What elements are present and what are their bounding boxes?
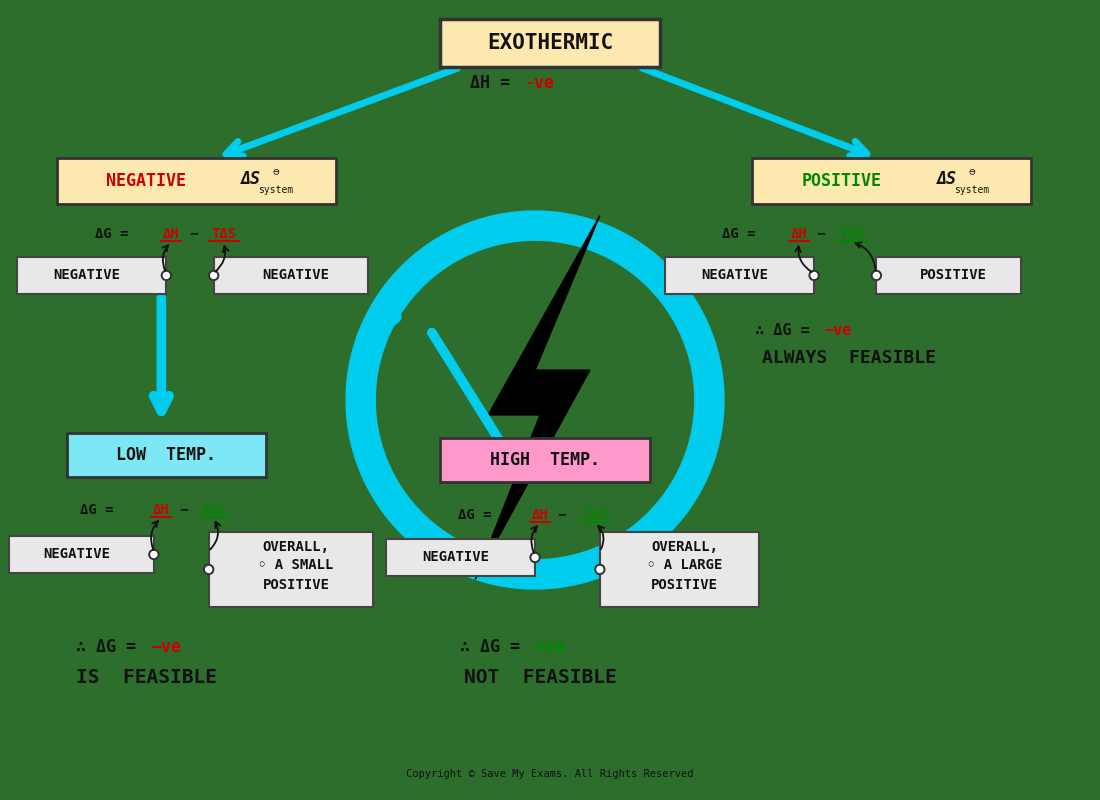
Text: −: − [550, 508, 575, 522]
Text: POSITIVE: POSITIVE [263, 578, 329, 592]
Text: +ve: +ve [535, 638, 565, 656]
Text: NEGATIVE: NEGATIVE [43, 547, 110, 562]
Text: ΔG =: ΔG = [723, 226, 764, 241]
Text: ΔH: ΔH [163, 226, 179, 241]
Text: NOT  FEASIBLE: NOT FEASIBLE [464, 667, 616, 686]
Text: −: − [182, 226, 207, 241]
Circle shape [811, 273, 817, 278]
Text: EXOTHERMIC: EXOTHERMIC [487, 34, 613, 54]
Text: ΔH: ΔH [531, 508, 549, 522]
Circle shape [148, 550, 158, 559]
Text: system: system [258, 185, 294, 194]
Text: ◦ A LARGE: ◦ A LARGE [647, 558, 723, 573]
Circle shape [532, 554, 538, 561]
Circle shape [871, 270, 881, 281]
Text: ∴ ΔG =: ∴ ΔG = [756, 322, 820, 338]
Circle shape [151, 551, 157, 558]
Text: ΔH: ΔH [791, 226, 807, 241]
Text: ΔH =: ΔH = [470, 74, 520, 92]
Text: NEGATIVE: NEGATIVE [701, 269, 768, 282]
FancyBboxPatch shape [10, 535, 154, 574]
FancyBboxPatch shape [209, 532, 373, 606]
Text: −: − [172, 502, 197, 517]
Text: TΔS: TΔS [839, 226, 865, 241]
Text: POSITIVE: POSITIVE [802, 172, 882, 190]
FancyBboxPatch shape [440, 438, 650, 482]
Text: Copyright © Save My Exams. All Rights Reserved: Copyright © Save My Exams. All Rights Re… [406, 769, 694, 778]
Text: −ve: −ve [152, 638, 182, 656]
Text: ∴ ΔG =: ∴ ΔG = [76, 638, 146, 656]
Text: −: − [810, 226, 835, 241]
Text: -ve: -ve [524, 74, 554, 92]
Circle shape [163, 273, 169, 278]
Text: ΔG =: ΔG = [95, 226, 136, 241]
Text: OVERALL,: OVERALL, [263, 541, 329, 554]
FancyBboxPatch shape [440, 19, 660, 67]
FancyBboxPatch shape [213, 257, 368, 294]
Circle shape [211, 273, 217, 278]
Text: ΔG =: ΔG = [79, 502, 121, 517]
Text: ◦ A SMALL: ◦ A SMALL [258, 558, 333, 573]
Text: IS  FEASIBLE: IS FEASIBLE [76, 667, 217, 686]
Text: NEGATIVE: NEGATIVE [263, 269, 329, 282]
Text: ΔS: ΔS [241, 170, 261, 188]
Text: OVERALL,: OVERALL, [651, 541, 718, 554]
Circle shape [162, 270, 172, 281]
FancyBboxPatch shape [752, 158, 1032, 204]
Text: TΔS: TΔS [211, 226, 236, 241]
Text: LOW  TEMP.: LOW TEMP. [117, 446, 217, 464]
Text: −ve: −ve [824, 322, 851, 338]
Text: ΔG =: ΔG = [459, 508, 500, 522]
Text: TΔS: TΔS [582, 508, 607, 522]
Text: ∴ ΔG =: ∴ ΔG = [460, 638, 530, 656]
Circle shape [530, 553, 540, 562]
FancyBboxPatch shape [57, 158, 336, 204]
Text: ΔS: ΔS [936, 170, 957, 188]
Text: NEGATIVE: NEGATIVE [107, 172, 186, 190]
Circle shape [595, 565, 605, 574]
FancyBboxPatch shape [664, 257, 814, 294]
Circle shape [209, 270, 219, 281]
FancyBboxPatch shape [600, 532, 759, 606]
Circle shape [873, 273, 879, 278]
Circle shape [206, 566, 211, 572]
Text: ⊖: ⊖ [273, 166, 279, 176]
Text: ΔH: ΔH [153, 502, 169, 517]
Text: POSITIVE: POSITIVE [920, 269, 987, 282]
Text: system: system [954, 185, 989, 194]
Text: HIGH  TEMP.: HIGH TEMP. [490, 450, 600, 469]
FancyBboxPatch shape [67, 433, 266, 477]
Circle shape [204, 565, 213, 574]
Circle shape [597, 566, 603, 572]
FancyBboxPatch shape [877, 257, 1021, 294]
Text: NEGATIVE: NEGATIVE [53, 269, 120, 282]
FancyBboxPatch shape [16, 257, 166, 294]
FancyBboxPatch shape [386, 538, 535, 576]
Text: ALWAYS  FEASIBLE: ALWAYS FEASIBLE [762, 349, 936, 367]
Circle shape [810, 270, 820, 281]
Text: TΔS: TΔS [201, 502, 227, 517]
Text: NEGATIVE: NEGATIVE [421, 550, 488, 565]
Polygon shape [475, 216, 600, 579]
Text: POSITIVE: POSITIVE [651, 578, 718, 592]
Text: ⊖: ⊖ [968, 166, 975, 176]
